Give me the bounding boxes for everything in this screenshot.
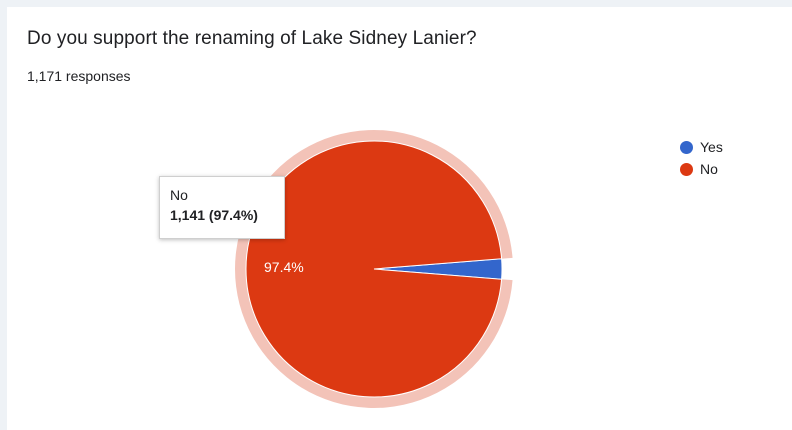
legend-item-no[interactable]: No [680, 158, 723, 180]
legend-label-no: No [700, 161, 718, 177]
legend: Yes No [680, 136, 723, 180]
tooltip-label: No [170, 187, 188, 203]
legend-swatch-yes [680, 140, 693, 154]
data-label-no: 97.4% [264, 259, 304, 275]
legend-label-yes: Yes [700, 139, 723, 155]
legend-swatch-no [680, 162, 693, 176]
pie-slice-no[interactable] [245, 140, 503, 398]
response-count: 1,171 responses [27, 68, 131, 84]
legend-item-yes[interactable]: Yes [680, 136, 723, 158]
chart-title: Do you support the renaming of Lake Sidn… [27, 28, 477, 49]
tooltip-value: 1,141 (97.4%) [170, 207, 258, 223]
slice-tooltip: No 1,141 (97.4%) [159, 176, 285, 239]
